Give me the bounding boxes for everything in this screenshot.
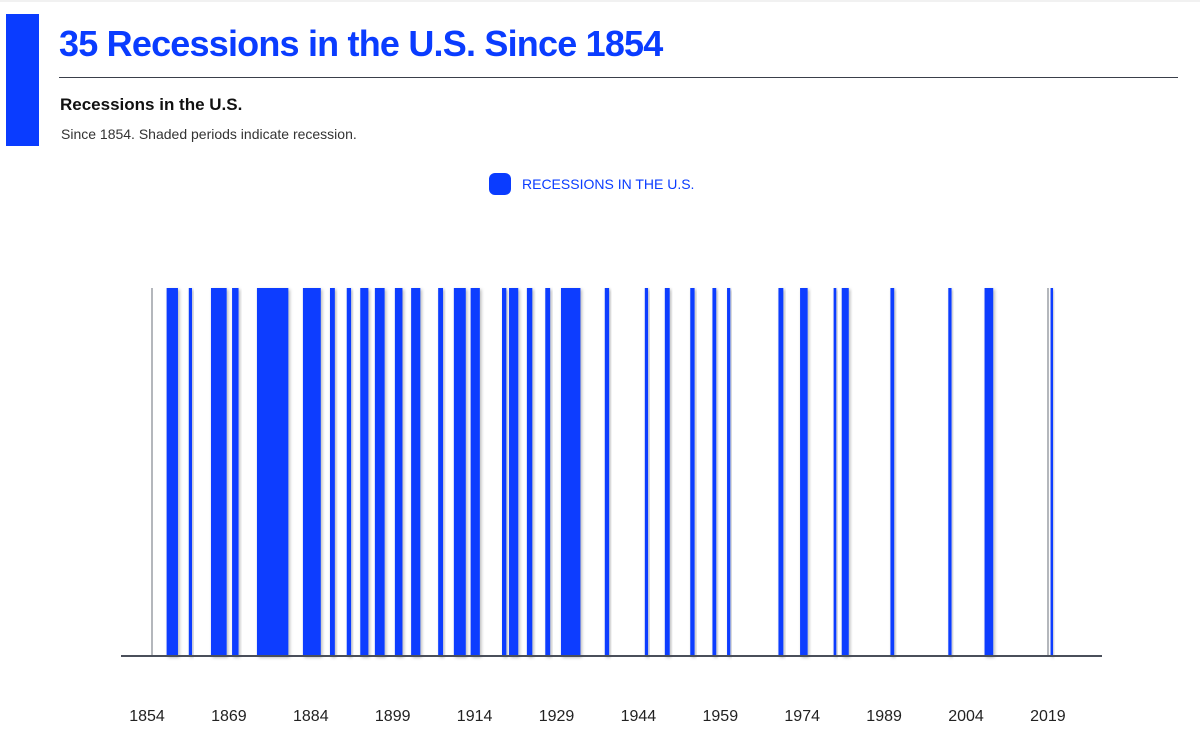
x-tick-label: 1914 [457,708,493,725]
recession-bar [509,288,519,656]
x-tick-label: 2019 [1030,708,1066,725]
recession-bar [948,288,952,656]
x-tick-label: 2004 [948,708,984,725]
recession-bar [232,288,239,656]
recession-bar [644,288,649,656]
recession-bar [1050,288,1054,656]
x-tick-label: 1944 [621,708,657,725]
recession-bar [470,288,480,656]
legend: RECESSIONS IN THE U.S. [489,173,694,195]
recession-bar [833,288,837,656]
recession-bar [984,288,994,656]
recession-bar [800,288,808,656]
recession-bar [712,288,717,656]
chart-title: Recessions in the U.S. [60,95,243,114]
recession-bar [526,288,533,656]
legend-swatch [489,173,511,195]
recession-bar [778,288,784,656]
recession-bar [360,288,369,656]
recession-bar [690,288,695,656]
recession-bar [890,288,895,656]
recession-bar [374,288,385,656]
chart-subtitle: Since 1854. Shaded periods indicate rece… [61,126,357,142]
recession-bar [256,288,289,656]
recession-bar [411,288,421,656]
recession-bar [560,288,581,656]
x-tick-label: 1899 [375,708,411,725]
recession-bar [210,288,227,656]
brand-accent-bar [6,14,39,146]
recession-bar [604,288,610,656]
recession-bar [188,288,193,656]
recession-bars [166,288,1054,656]
recession-bar [502,288,507,656]
page-title: 35 Recessions in the U.S. Since 1854 [59,23,663,64]
x-axis-tick-labels: 1854 1869 1884 1899 1914 1929 1944 1959 1974 1989… [129,708,1066,725]
x-tick-label: 1989 [866,708,902,725]
recession-bar [727,288,731,656]
x-tick-label: 1959 [703,708,739,725]
top-border [0,0,1200,2]
x-tick-label: 1854 [129,708,165,725]
x-tick-label: 1929 [539,708,575,725]
recession-bar [329,288,335,656]
recession-bar [664,288,670,656]
recession-bar [545,288,551,656]
x-tick-label: 1974 [784,708,820,725]
recession-bar [346,288,352,656]
title-divider [59,77,1178,78]
x-tick-label: 1884 [293,708,329,725]
recession-bar [841,288,849,656]
recession-bar [166,288,178,656]
recession-bar [394,288,403,656]
recession-bar [302,288,321,656]
recession-bar [438,288,444,656]
legend-label: RECESSIONS IN THE U.S. [522,176,695,192]
recession-bar [453,288,466,656]
x-tick-label: 1869 [211,708,247,725]
chart-frame [151,288,1049,656]
